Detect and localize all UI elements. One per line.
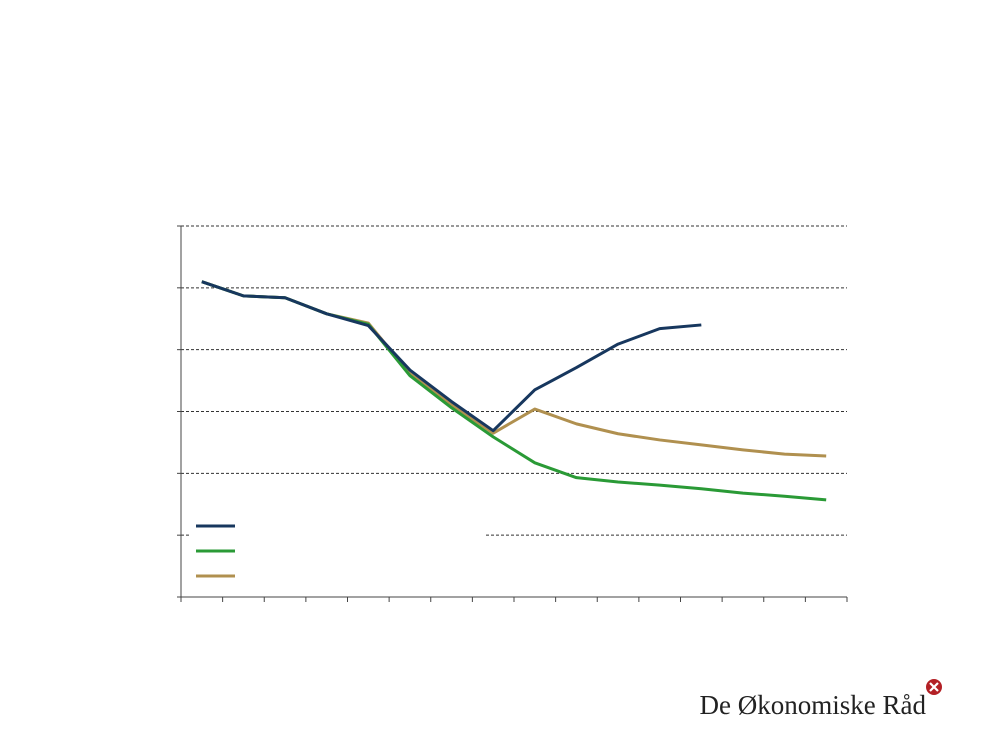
series-line (201, 280, 827, 502)
series-line (201, 280, 827, 458)
series-line (201, 280, 702, 433)
logo-text: De Økonomiske Råd (700, 690, 927, 720)
legend-box (191, 520, 486, 590)
logo-icon-cross (929, 682, 939, 692)
